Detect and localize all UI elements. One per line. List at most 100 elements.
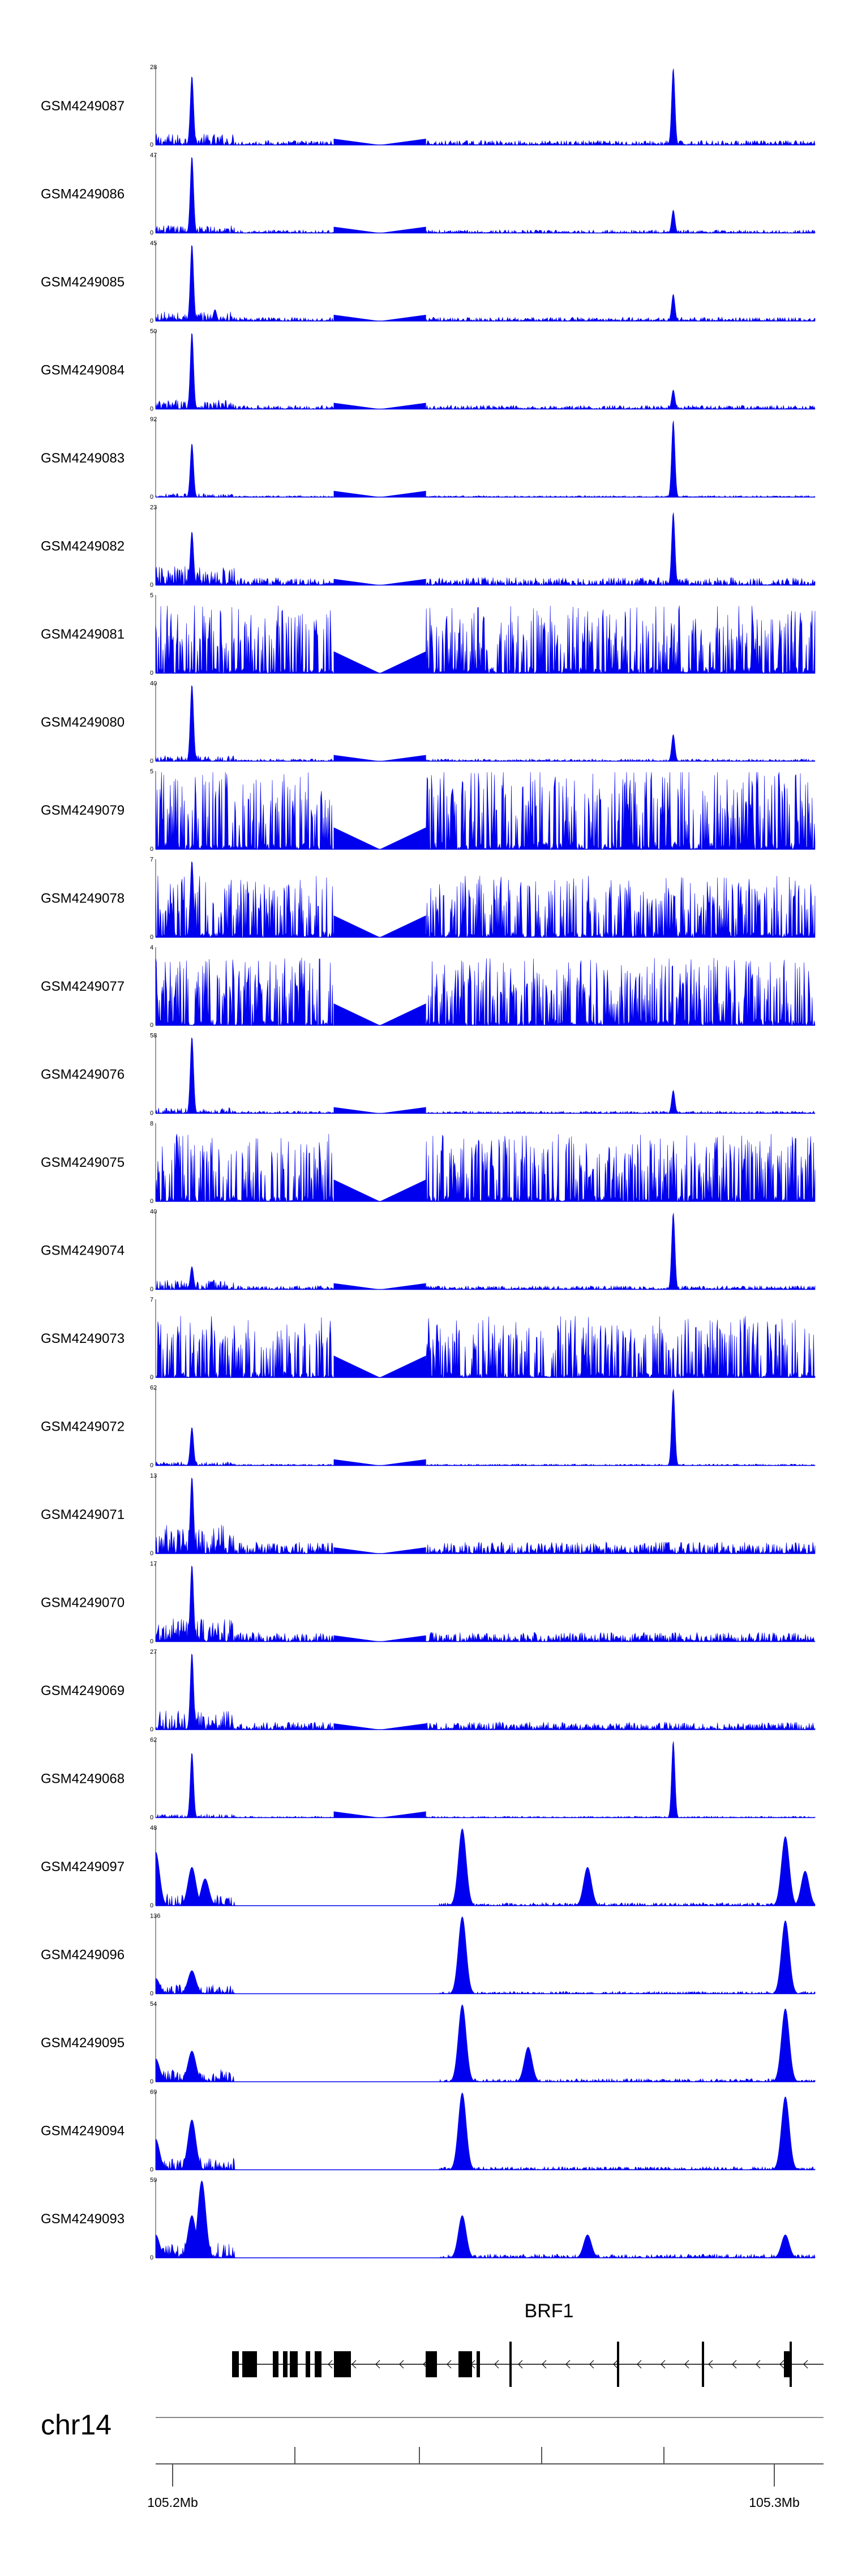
gene-exon (702, 2342, 704, 2387)
track-GSM4249074: GSM4249074 40 0 (41, 1209, 816, 1293)
signal-area (155, 605, 816, 674)
gap-wedge-left (333, 755, 380, 761)
gene-exon (509, 2342, 512, 2387)
gap-wedge-left (333, 1459, 380, 1466)
y-min-label: 0 (150, 1991, 153, 1997)
signal-area (155, 1316, 816, 1378)
track-GSM4249087: GSM4249087 28 0 (41, 64, 816, 148)
signal-area (155, 1653, 816, 1731)
y-min-label: 0 (150, 494, 153, 500)
y-min-label: 0 (150, 1550, 153, 1557)
gene-exon (790, 2342, 792, 2387)
y-max-label: 92 (150, 416, 157, 423)
signal-area (155, 685, 816, 762)
gap-wedge-right (380, 1459, 426, 1466)
gap-wedge-right (380, 1635, 426, 1642)
track-label: GSM4249093 (41, 2211, 125, 2227)
track-GSM4249076: GSM4249076 58 0 (41, 1033, 816, 1117)
y-max-label: 8 (150, 1120, 153, 1127)
strand-arrow (565, 2360, 571, 2369)
strand-arrow (637, 2360, 642, 2369)
track-label: GSM4249077 (41, 979, 125, 994)
gap-wedge-left (333, 314, 380, 321)
y-max-label: 62 (150, 1385, 157, 1392)
signal-area (155, 1477, 816, 1555)
signal-area (155, 1741, 816, 1818)
gene-exon (458, 2351, 472, 2377)
gap-wedge-right (380, 915, 426, 938)
signal-area (155, 2004, 816, 2083)
track-label: GSM4249094 (41, 2124, 125, 2139)
gap-wedge-right (380, 314, 426, 321)
gene-label: BRF1 (525, 2300, 574, 2322)
track-label: GSM4249076 (41, 1067, 125, 1082)
gene-exon (426, 2351, 437, 2377)
coverage-tracks: GSM4249087280GSM4249086470GSM4249085450G… (41, 64, 816, 2261)
y-min-label: 0 (150, 142, 153, 148)
gene-exon (242, 2351, 257, 2377)
gap-wedge-right (380, 579, 426, 585)
signal-area (155, 1037, 816, 1114)
y-max-label: 17 (150, 1561, 157, 1568)
strand-arrow (494, 2360, 499, 2369)
chromosome-label: chr14 (41, 2409, 112, 2441)
track-label: GSM4249097 (41, 1859, 125, 1875)
y-max-label: 62 (150, 1737, 157, 1744)
track-label: GSM4249081 (41, 627, 125, 642)
track-GSM4249070: GSM4249070 17 0 (41, 1561, 816, 1645)
gap-wedge-left (333, 403, 380, 409)
signal-area (155, 1213, 816, 1290)
gene-exon (334, 2351, 338, 2377)
y-max-label: 54 (150, 2001, 157, 2008)
signal-area (155, 157, 816, 234)
gap-wedge-left (333, 138, 380, 145)
signal-area (155, 772, 816, 850)
track-label: GSM4249079 (41, 803, 125, 818)
signal-area (155, 1565, 816, 1642)
track-label: GSM4249068 (41, 1771, 125, 1787)
track-GSM4249081: GSM4249081 5 0 (41, 592, 816, 677)
y-min-label: 0 (150, 1110, 153, 1117)
signal-area (155, 2180, 816, 2259)
y-max-label: 7 (150, 1296, 153, 1303)
track-GSM4249069: GSM4249069 27 0 (41, 1649, 816, 1733)
track-GSM4249086: GSM4249086 47 0 (41, 152, 816, 237)
y-max-label: 23 (150, 504, 157, 511)
gap-wedge-left (333, 1635, 380, 1642)
signal-area (155, 1133, 816, 1202)
track-label: GSM4249096 (41, 1948, 125, 1963)
track-GSM4249082: GSM4249082 23 0 (41, 504, 816, 589)
track-label: GSM4249078 (41, 891, 125, 906)
gene-exon (306, 2351, 310, 2377)
x-tick-label-right: 105.3Mb (749, 2495, 800, 2510)
y-max-label: 50 (150, 328, 157, 335)
y-min-label: 0 (150, 934, 153, 941)
strand-arrow (708, 2360, 713, 2369)
track-GSM4249072: GSM4249072 62 0 (41, 1385, 816, 1469)
gap-wedge-right (380, 403, 426, 409)
track-label: GSM4249069 (41, 1683, 125, 1698)
strand-arrow (518, 2360, 523, 2369)
y-min-label: 0 (150, 2078, 153, 2085)
y-max-label: 136 (150, 1913, 160, 1920)
y-min-label: 0 (150, 758, 153, 765)
gap-wedge-left (333, 1107, 380, 1114)
strand-arrow (779, 2360, 784, 2369)
y-max-label: 40 (150, 681, 157, 687)
signal-area (155, 245, 816, 322)
y-max-label: 28 (150, 64, 157, 71)
gap-wedge-right (380, 651, 426, 673)
y-min-label: 0 (150, 1374, 153, 1381)
signal-area (155, 1916, 816, 1995)
y-min-label: 0 (150, 582, 153, 589)
strand-arrow (589, 2360, 594, 2369)
y-max-label: 4 (150, 944, 153, 951)
y-min-label: 0 (150, 406, 153, 413)
y-max-label: 13 (150, 1473, 157, 1479)
y-max-label: 58 (150, 1033, 157, 1039)
track-label: GSM4249083 (41, 451, 125, 466)
gap-wedge-left (333, 1003, 380, 1025)
strand-arrow (399, 2360, 404, 2369)
gap-wedge-left (333, 579, 380, 585)
